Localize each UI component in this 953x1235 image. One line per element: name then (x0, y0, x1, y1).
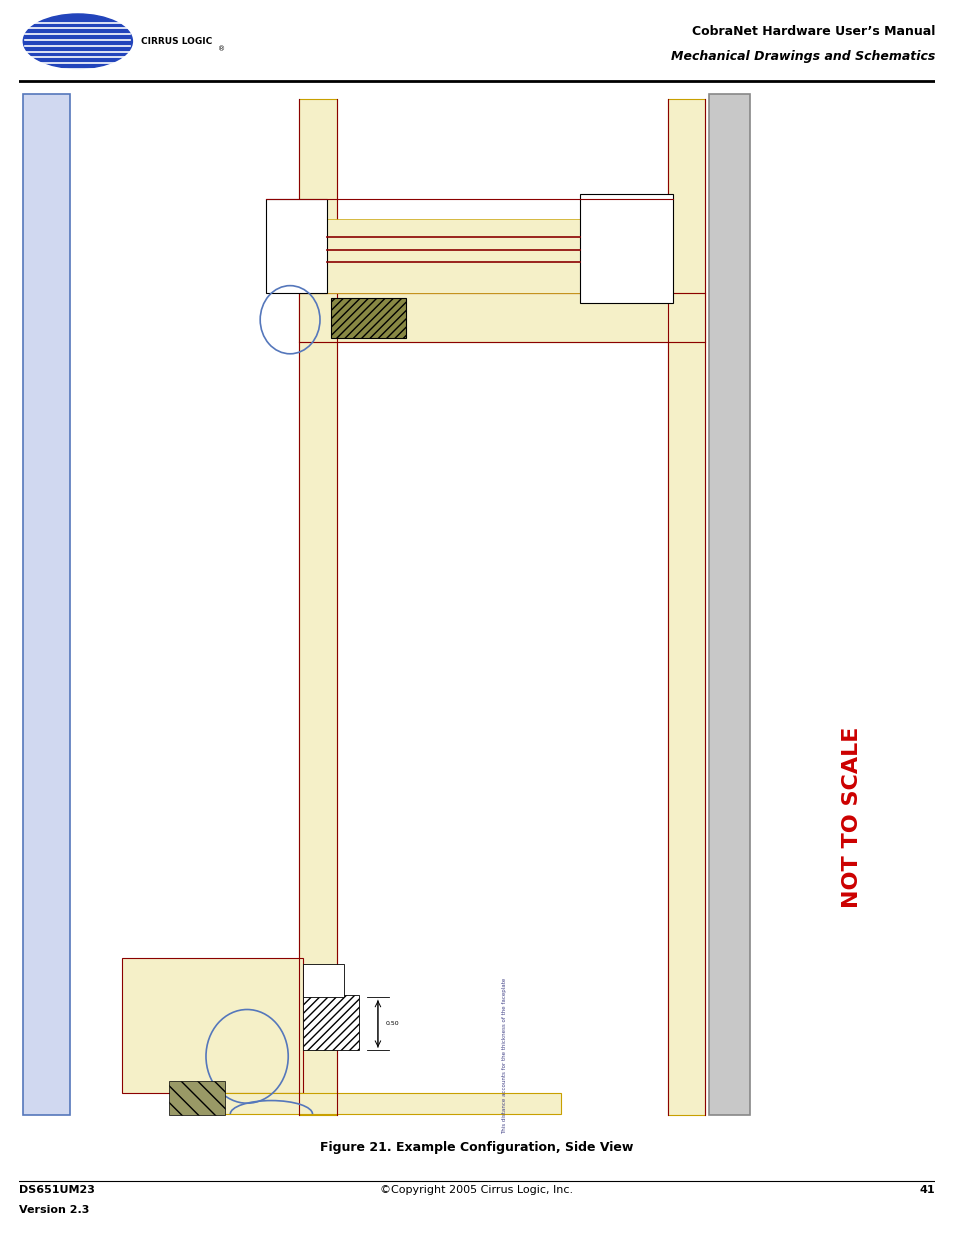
Text: DS651UM23: DS651UM23 (19, 1186, 95, 1195)
Bar (187, 1093, 560, 1114)
Bar (169, 1081, 225, 1115)
Text: 0.50: 0.50 (385, 1021, 398, 1026)
Text: NOT TO SCALE: NOT TO SCALE (841, 726, 862, 908)
Bar (23, 94, 70, 1115)
Text: This distance accounts for the thickness of the faceplate: This distance accounts for the thickness… (502, 978, 507, 1135)
Text: Figure 21. Example Configuration, Side View: Figure 21. Example Configuration, Side V… (320, 1141, 633, 1153)
Bar (303, 965, 344, 998)
Bar (266, 199, 327, 293)
Ellipse shape (23, 14, 132, 69)
Bar (667, 99, 704, 1115)
Bar (331, 298, 406, 338)
Bar (299, 99, 336, 1115)
Text: Version 2.3: Version 2.3 (19, 1205, 90, 1215)
Text: 41: 41 (919, 1186, 934, 1195)
Bar (303, 995, 359, 1050)
Text: Mechanical Drawings and Schematics: Mechanical Drawings and Schematics (670, 49, 934, 63)
Bar (327, 219, 579, 293)
Bar (299, 293, 704, 342)
Text: ®: ® (218, 47, 225, 53)
Bar (708, 94, 749, 1115)
Bar (122, 958, 303, 1093)
Text: CIRRUS LOGIC: CIRRUS LOGIC (141, 37, 212, 46)
Text: CobraNet Hardware User’s Manual: CobraNet Hardware User’s Manual (691, 25, 934, 38)
Bar (579, 194, 673, 303)
Text: ©Copyright 2005 Cirrus Logic, Inc.: ©Copyright 2005 Cirrus Logic, Inc. (380, 1186, 573, 1195)
